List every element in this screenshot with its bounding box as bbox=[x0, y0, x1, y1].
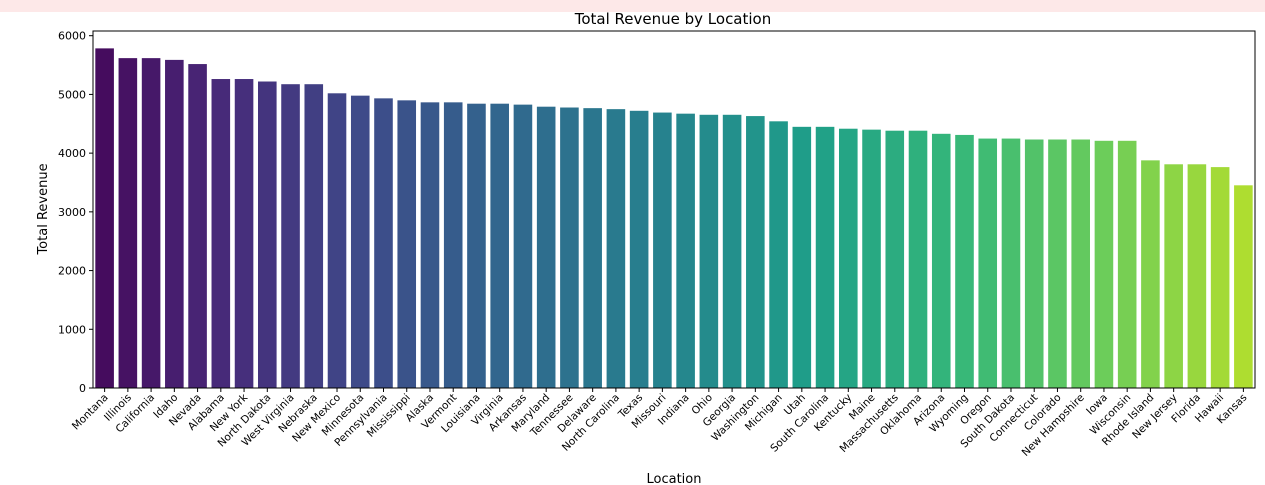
bar-new-hampshire bbox=[1071, 139, 1090, 388]
bar-wyoming bbox=[955, 134, 974, 388]
bar-kentucky bbox=[839, 128, 858, 388]
bar-oklahoma bbox=[908, 130, 928, 388]
y-tick-label: 3000 bbox=[58, 206, 86, 219]
bar-illinois bbox=[118, 58, 138, 388]
bar-florida bbox=[1187, 164, 1207, 388]
warning-strip bbox=[0, 0, 1265, 12]
y-axis: 0 1000 2000 3000 4000 5000 6000 bbox=[58, 30, 93, 395]
bar-minnesota bbox=[350, 95, 370, 389]
bar-wisconsin bbox=[1117, 140, 1137, 388]
bars-group bbox=[95, 48, 1253, 389]
bar-utah bbox=[792, 126, 812, 388]
bar-rhode-island bbox=[1141, 160, 1160, 388]
bar-colorado bbox=[1048, 139, 1067, 388]
plot-frame bbox=[92, 30, 1256, 389]
bar-kansas bbox=[1234, 185, 1253, 388]
bar-indiana bbox=[676, 113, 695, 389]
y-tick-label: 4000 bbox=[58, 147, 86, 160]
bar-connecticut bbox=[1024, 139, 1044, 388]
bar-hawaii bbox=[1210, 167, 1230, 388]
bar-alaska bbox=[420, 102, 440, 388]
bar-tennessee bbox=[560, 107, 579, 388]
bar-arizona bbox=[931, 133, 951, 388]
y-axis-label: Total Revenue bbox=[36, 163, 51, 255]
bar-ohio bbox=[699, 114, 719, 388]
bar-nevada bbox=[188, 64, 207, 388]
y-tick-label: 5000 bbox=[58, 88, 86, 101]
bar-mississippi bbox=[397, 100, 417, 388]
bar-new-mexico bbox=[327, 93, 347, 389]
bar-arkansas bbox=[513, 104, 533, 388]
y-tick-label: 1000 bbox=[58, 323, 86, 336]
bar-iowa bbox=[1094, 140, 1114, 388]
bar-west-virginia bbox=[281, 84, 300, 388]
bar-north-dakota bbox=[258, 81, 277, 388]
bar-delaware bbox=[583, 108, 602, 389]
bar-new-jersey bbox=[1164, 164, 1183, 388]
chart-title: Total Revenue by Location bbox=[574, 10, 772, 28]
bar-michigan bbox=[769, 121, 788, 388]
bar-maine bbox=[862, 129, 881, 388]
bar-nebraska bbox=[304, 84, 324, 388]
x-axis: MontanaIllinoisCaliforniaIdahoNevadaAlab… bbox=[70, 388, 1250, 459]
bar-montana bbox=[95, 48, 114, 388]
bar-louisiana bbox=[467, 103, 486, 388]
bar-georgia bbox=[722, 114, 742, 388]
bar-idaho bbox=[165, 59, 184, 388]
bar-pennsylvania bbox=[374, 98, 393, 388]
bar-washington bbox=[746, 116, 765, 388]
bar-massachusetts bbox=[885, 130, 905, 388]
y-tick-label: 2000 bbox=[58, 265, 86, 278]
bar-texas bbox=[629, 110, 649, 389]
bar-vermont bbox=[443, 102, 463, 388]
bar-new-york bbox=[234, 79, 254, 388]
y-tick-label: 0 bbox=[79, 382, 86, 395]
bar-alabama bbox=[211, 79, 231, 388]
bar-missouri bbox=[653, 112, 672, 388]
bar-maryland bbox=[536, 106, 556, 388]
y-tick-label: 6000 bbox=[58, 30, 86, 43]
bar-california bbox=[141, 58, 161, 388]
bar-south-dakota bbox=[1001, 138, 1021, 388]
bar-north-carolina bbox=[606, 109, 626, 389]
bar-oregon bbox=[978, 138, 998, 388]
x-axis-label: Location bbox=[647, 472, 702, 485]
bar-virginia bbox=[490, 103, 509, 388]
bar-south-carolina bbox=[815, 126, 835, 388]
